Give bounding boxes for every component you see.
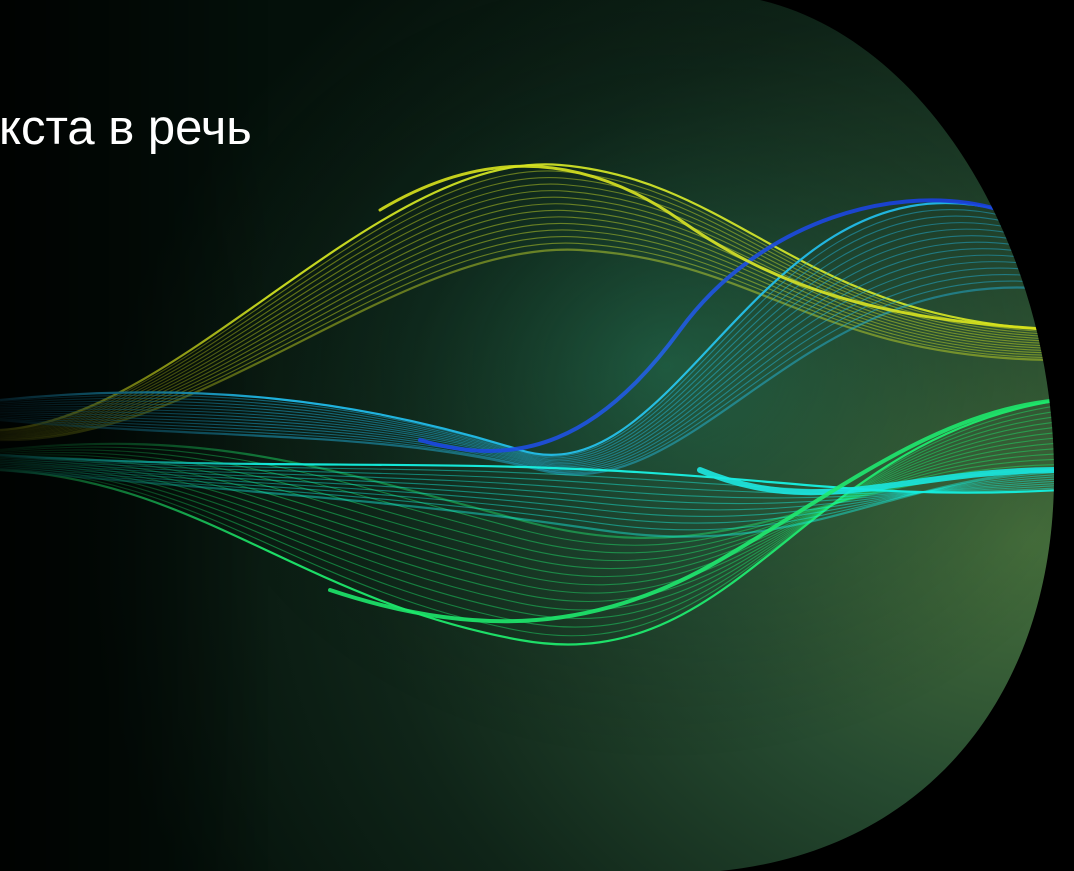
page-title: кста в речь [0,101,252,155]
